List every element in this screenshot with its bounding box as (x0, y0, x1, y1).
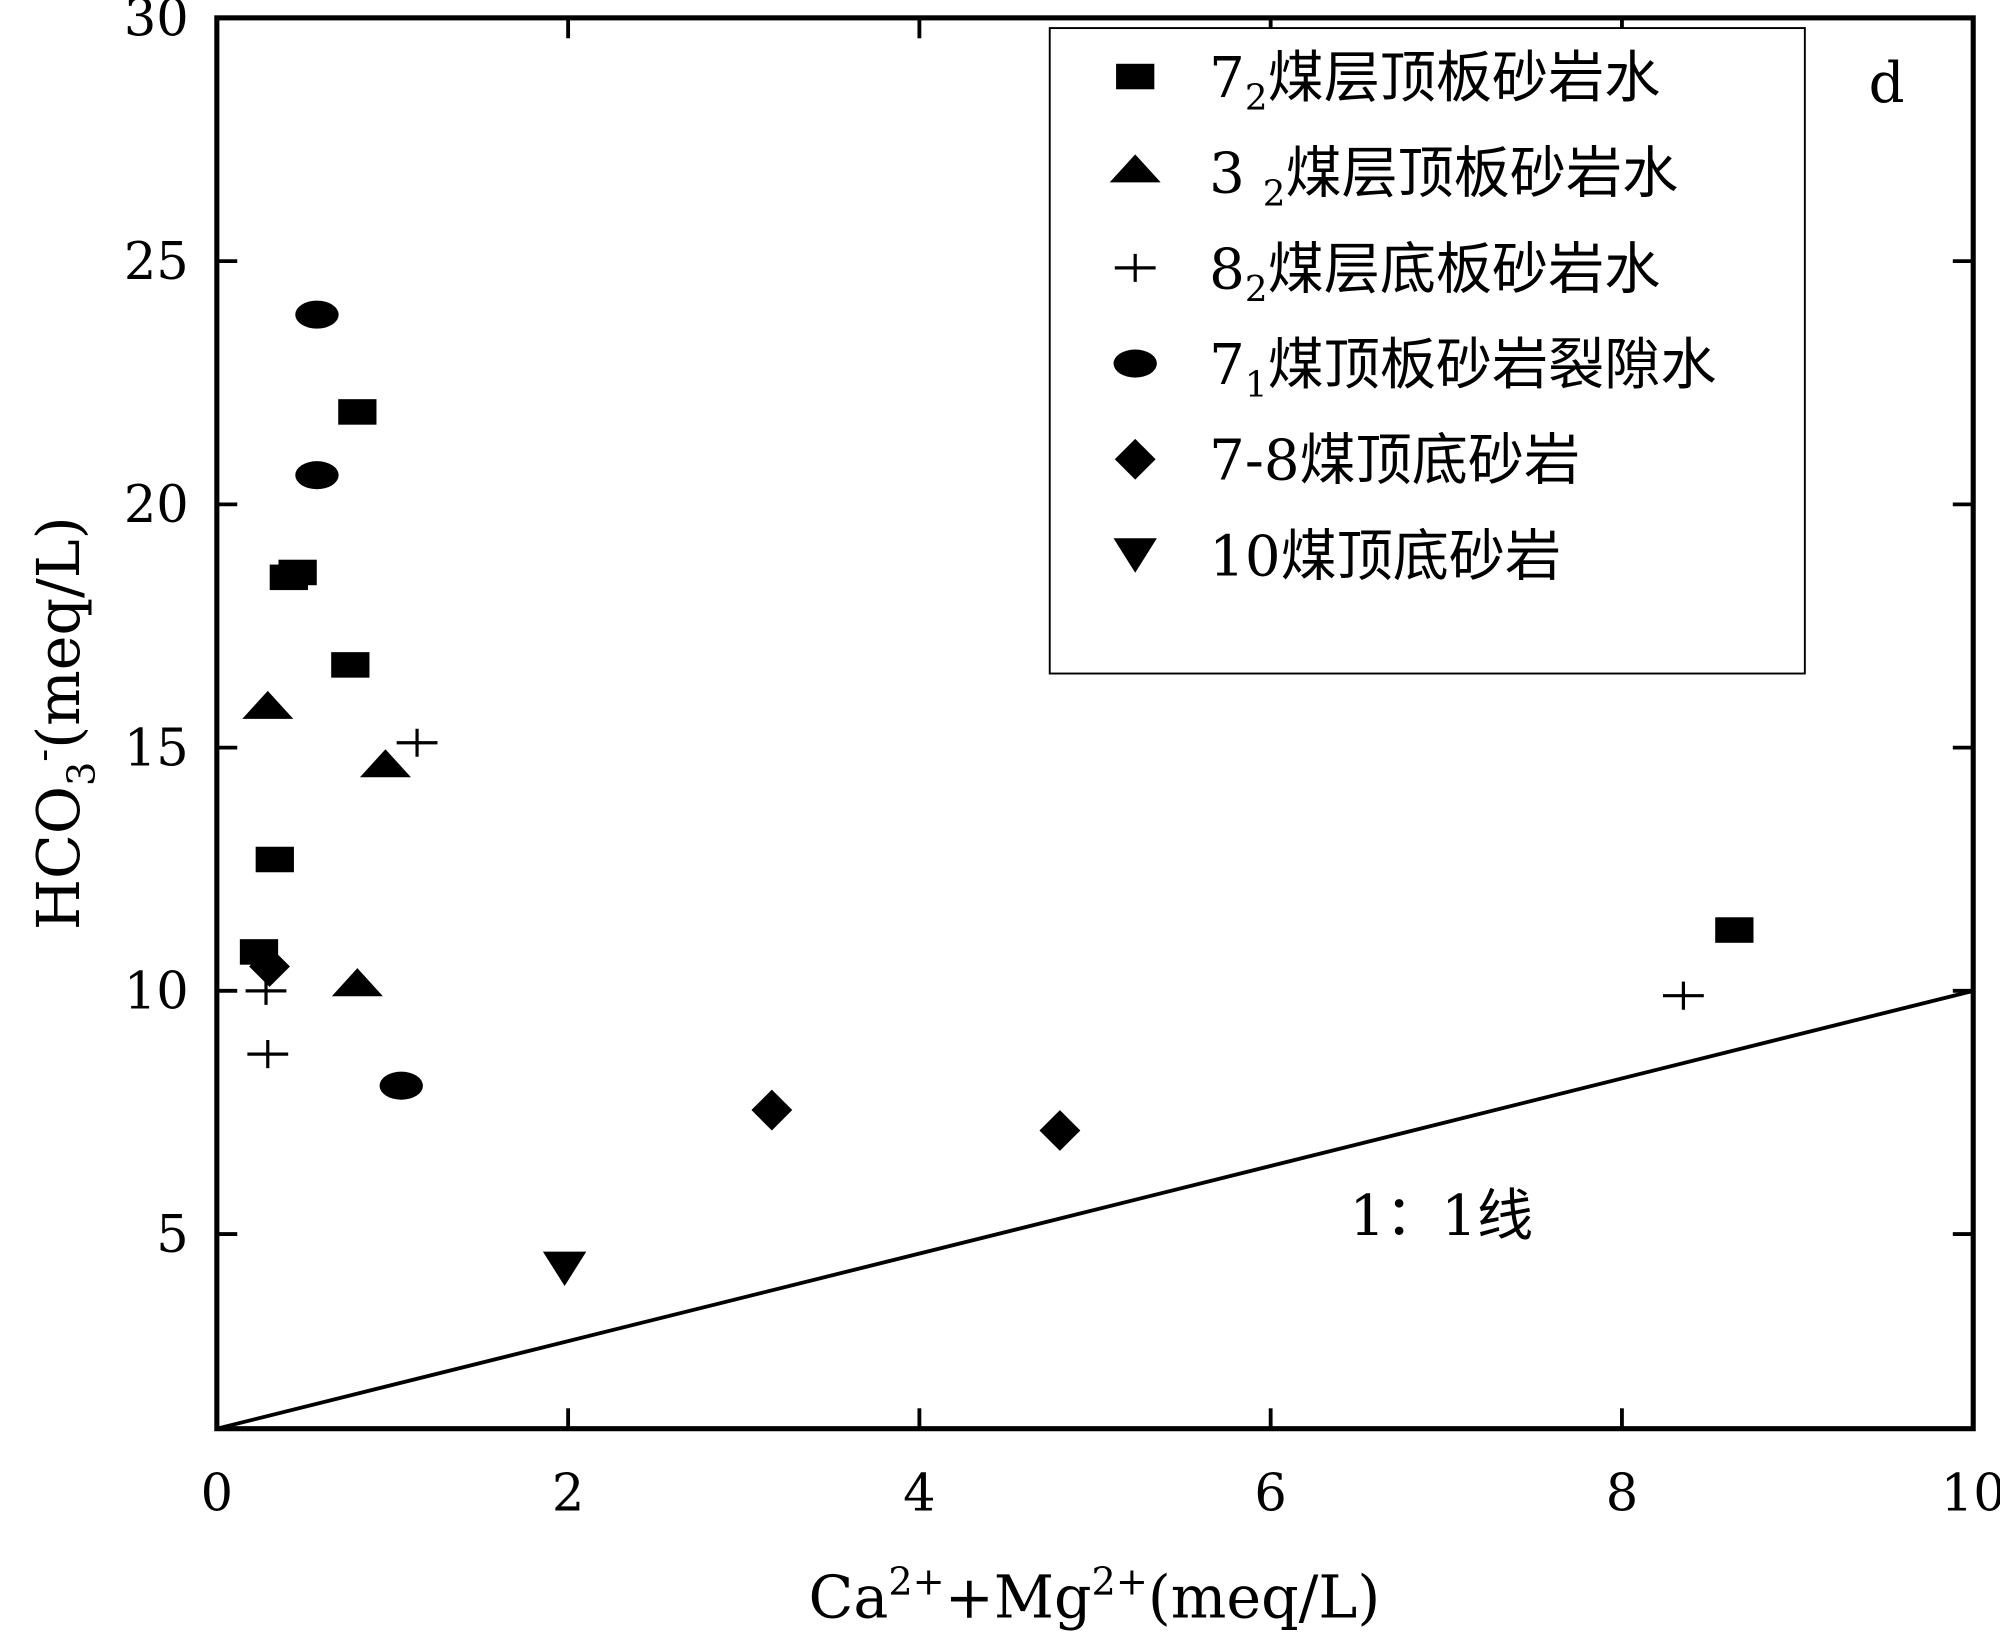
data-point-plus (247, 1040, 289, 1069)
data-point-circle (295, 461, 339, 490)
legend-marker-triangle-down (1113, 538, 1157, 573)
legend-marker-plus (1114, 253, 1156, 282)
data-point-triangle (242, 690, 294, 719)
legend-entry: 71煤顶板砂岩裂隙水 (1209, 333, 1716, 406)
x-tick-label: 0 (201, 1464, 233, 1523)
data-point-circle (295, 300, 339, 329)
y-tick-label: 25 (124, 233, 189, 292)
data-point-plus (396, 728, 438, 757)
legend-entry: 10煤顶底砂岩 (1209, 524, 1561, 589)
data-point-triangle (359, 749, 411, 778)
y-tick-label: 10 (124, 963, 189, 1022)
y-tick-label: 30 (124, 0, 189, 49)
data-point-diamond (751, 1089, 793, 1131)
data-point-circle (379, 1071, 423, 1100)
plot-frame (214, 15, 1976, 1432)
legend-entry: 7-8煤顶底砂岩 (1209, 429, 1580, 494)
legend-marker-square (1116, 63, 1155, 90)
data-point-square (1715, 917, 1754, 943)
legend-entry: 82煤层底板砂岩水 (1209, 237, 1660, 310)
data-point-square (269, 564, 308, 591)
legend-entry: 3 2煤层顶板砂岩水 (1209, 142, 1678, 215)
one-to-one-line-label: 1：1线 (1349, 1184, 1533, 1249)
y-tick-label: 20 (124, 476, 189, 535)
x-tick-label: 2 (552, 1464, 584, 1523)
legend-box (1048, 27, 1806, 675)
panel-label: d (1869, 51, 1905, 116)
one-to-one-line (216, 988, 1974, 1431)
legend: 72煤层顶板砂岩水 3 2煤层顶板砂岩水 82煤层底板砂岩水 71煤顶板砂岩裂隙水 7-… (1109, 46, 1716, 589)
y-tick-label: 5 (156, 1206, 188, 1265)
data-point-triangle (331, 968, 383, 997)
legend-entry: 72煤层顶板砂岩水 (1209, 46, 1660, 119)
data-point-square (331, 652, 370, 678)
x-tick-label: 6 (1254, 1464, 1286, 1523)
x-tick-label: 8 (1606, 1464, 1638, 1523)
data-point-square (338, 399, 377, 425)
legend-marker-circle (1113, 349, 1157, 378)
x-tick-label: 4 (903, 1464, 935, 1523)
data-point-plus (1663, 981, 1704, 1010)
x-axis-label: Ca2++Mg2+(meq/L) (809, 1560, 1381, 1632)
legend-marker-triangle (1109, 154, 1161, 183)
data-point-square (255, 846, 294, 873)
data-point-diamond (1039, 1110, 1081, 1151)
y-axis-label: HCO3-(meq/L) (21, 516, 104, 930)
x-tick-label: 10 (1941, 1464, 2000, 1523)
data-point-triangle-down (542, 1251, 587, 1287)
legend-marker-diamond (1114, 438, 1156, 480)
data-point-diamond (249, 946, 290, 987)
y-tick-label: 15 (124, 719, 189, 778)
